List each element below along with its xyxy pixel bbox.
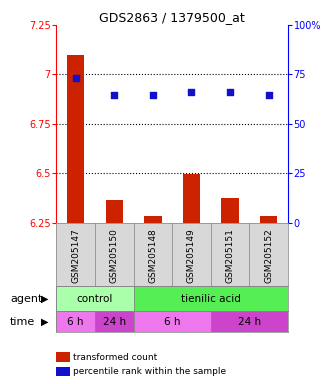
Title: GDS2863 / 1379500_at: GDS2863 / 1379500_at: [99, 11, 245, 24]
Text: GSM205148: GSM205148: [148, 228, 157, 283]
Bar: [56, 286, 133, 311]
Text: control: control: [77, 293, 113, 304]
Bar: [67, 55, 84, 223]
Bar: [211, 311, 288, 332]
Bar: [133, 311, 211, 332]
Text: GSM205150: GSM205150: [110, 228, 119, 283]
Text: tienilic acid: tienilic acid: [181, 293, 241, 304]
Bar: [133, 286, 288, 311]
Text: GSM205147: GSM205147: [71, 228, 80, 283]
Text: GSM205151: GSM205151: [225, 228, 235, 283]
Bar: [56, 311, 95, 332]
Point: [73, 75, 78, 81]
Bar: [95, 311, 133, 332]
Bar: [221, 198, 239, 223]
Text: 6 h: 6 h: [67, 316, 84, 327]
Text: transformed count: transformed count: [73, 353, 158, 362]
Text: ▶: ▶: [41, 293, 49, 304]
Text: 24 h: 24 h: [238, 316, 261, 327]
Bar: [183, 174, 200, 223]
Text: GSM205149: GSM205149: [187, 228, 196, 283]
Text: percentile rank within the sample: percentile rank within the sample: [73, 367, 227, 376]
Text: 6 h: 6 h: [164, 316, 180, 327]
Point: [112, 92, 117, 98]
Text: agent: agent: [10, 293, 42, 304]
Bar: [144, 216, 162, 223]
Bar: [260, 216, 277, 223]
Point: [266, 92, 271, 98]
Point: [189, 89, 194, 95]
Text: time: time: [10, 316, 35, 327]
Point: [150, 92, 156, 98]
Text: GSM205152: GSM205152: [264, 228, 273, 283]
Point: [227, 89, 233, 95]
Bar: [106, 200, 123, 223]
Text: ▶: ▶: [41, 316, 49, 327]
Text: 24 h: 24 h: [103, 316, 126, 327]
